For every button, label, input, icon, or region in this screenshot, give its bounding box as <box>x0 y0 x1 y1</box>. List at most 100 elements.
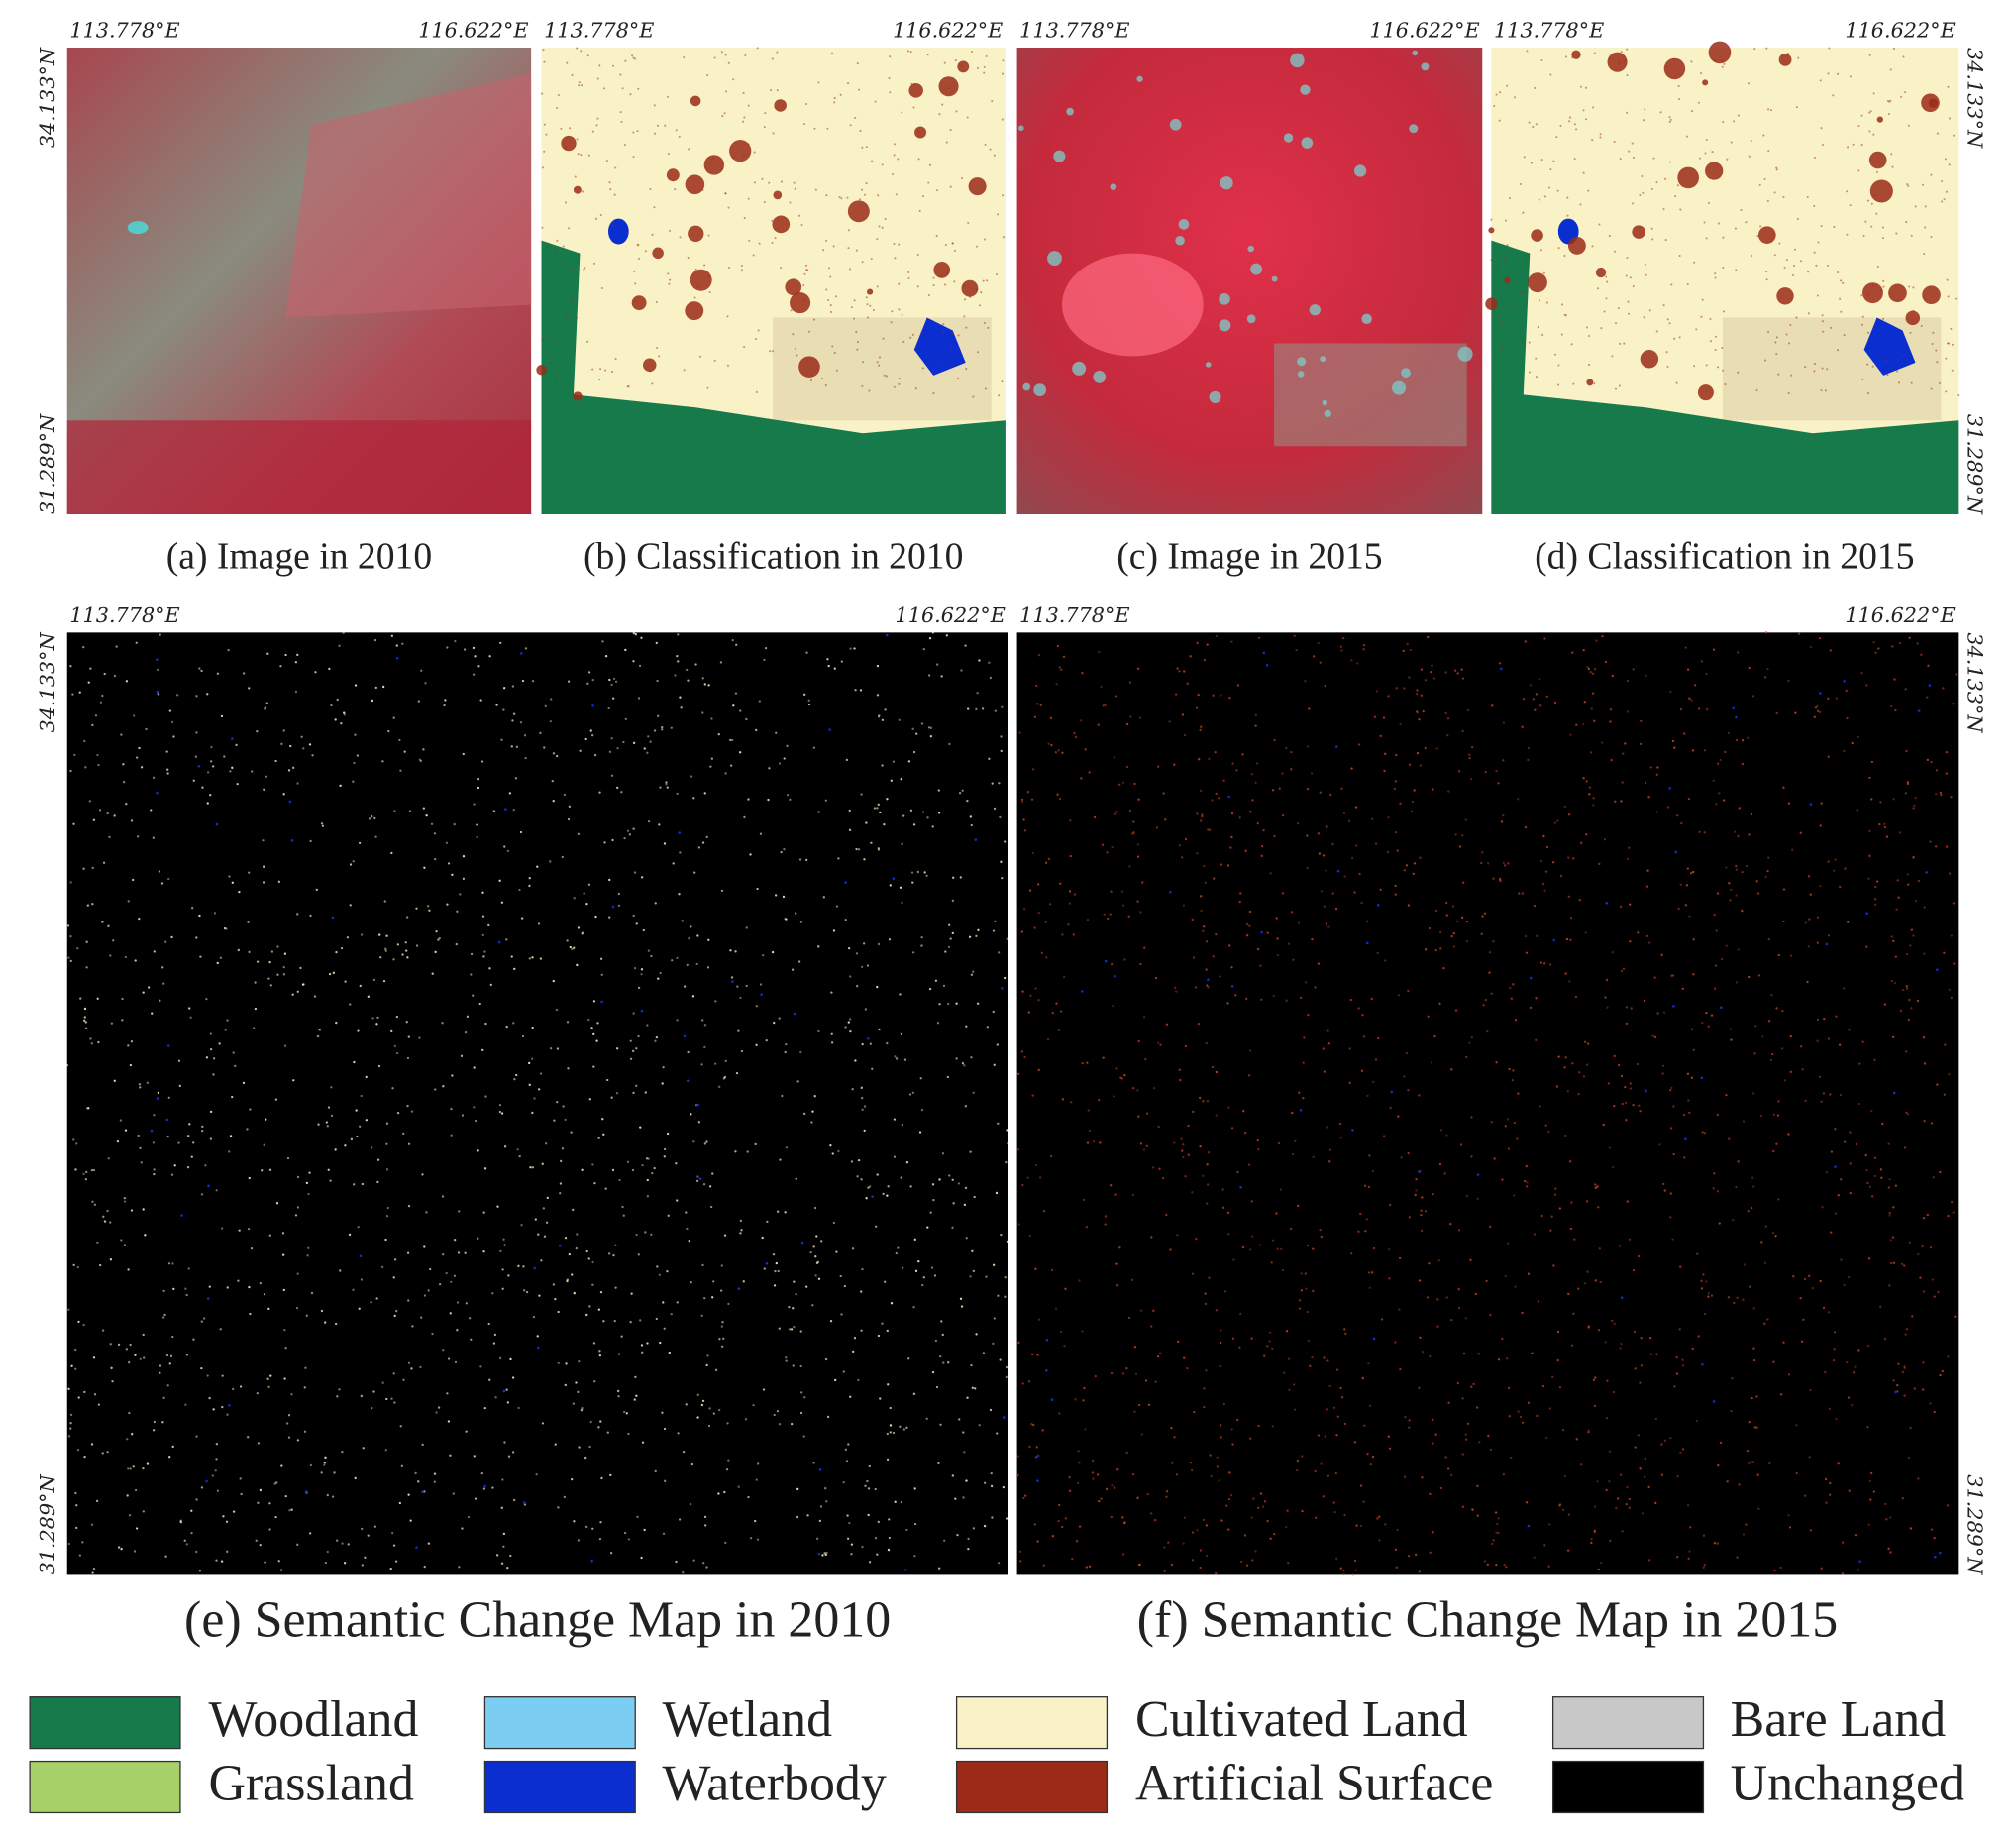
change-pixel <box>941 1333 944 1337</box>
change-pixel <box>1503 1563 1506 1567</box>
change-pixel <box>607 1252 611 1255</box>
change-pixel <box>1201 813 1204 816</box>
change-pixel <box>1517 798 1520 801</box>
change-pixel <box>371 1407 373 1410</box>
change-pixel <box>1735 894 1738 897</box>
change-pixel <box>153 1168 156 1171</box>
change-pixel <box>392 1372 395 1375</box>
settlement-speck <box>758 242 761 245</box>
change-pixel <box>395 1051 399 1055</box>
change-pixel <box>637 1253 640 1256</box>
change-pixel <box>1629 1082 1632 1085</box>
settlement-speck <box>1891 366 1894 369</box>
change-pixel <box>226 1550 229 1554</box>
change-pixel <box>1319 661 1322 664</box>
settlement-speck <box>1642 191 1645 194</box>
change-pixel <box>1571 651 1574 654</box>
change-pixel <box>391 1087 394 1090</box>
change-pixel <box>956 1533 959 1537</box>
settlement-speck <box>1765 271 1768 273</box>
change-pixel <box>407 1142 411 1145</box>
change-pixel <box>614 680 618 683</box>
change-pixel <box>1634 1367 1637 1370</box>
change-pixel <box>1445 1296 1448 1299</box>
settlement-speck <box>1572 382 1575 385</box>
change-pixel <box>516 1148 519 1151</box>
change-pixel <box>1914 796 1917 800</box>
settlement-speck <box>541 226 544 229</box>
settlement-speck <box>1821 320 1824 323</box>
change-pixel <box>354 1476 357 1480</box>
change-pixel <box>960 669 963 672</box>
lon-label: 113.778°E <box>69 19 179 43</box>
change-pixel <box>1787 679 1790 683</box>
change-pixel <box>608 678 611 682</box>
change-pixel <box>269 1374 272 1377</box>
change-pixel <box>1156 1041 1160 1044</box>
change-pixel <box>1952 902 1956 905</box>
change-pixel <box>1936 1083 1939 1086</box>
change-pixel <box>378 933 381 936</box>
change-pixel <box>1932 1176 1936 1179</box>
change-pixel <box>1845 689 1848 693</box>
settlement-speck <box>1628 150 1631 153</box>
change-pixel <box>1178 1068 1181 1071</box>
settlement-speck <box>1817 241 1820 244</box>
change-pixel <box>92 1568 96 1570</box>
change-pixel <box>860 1329 863 1332</box>
change-pixel <box>1350 767 1353 770</box>
change-pixel <box>623 836 626 840</box>
change-pixel <box>883 822 886 826</box>
change-pixel <box>1535 1038 1538 1041</box>
town <box>1178 219 1190 230</box>
settlement-speck <box>895 193 898 196</box>
settlement-speck <box>928 163 932 166</box>
change-pixel <box>1703 1564 1706 1567</box>
change-pixel <box>1175 1473 1179 1476</box>
change-pixel <box>1427 635 1430 639</box>
settlement-speck <box>1813 370 1816 373</box>
water-change <box>197 764 201 768</box>
change-pixel <box>480 760 484 763</box>
change-pixel <box>538 1088 541 1091</box>
change-pixel <box>171 1335 174 1339</box>
change-pixel <box>1849 1162 1852 1165</box>
change-pixel <box>1491 704 1494 707</box>
change-pixel <box>1569 917 1573 920</box>
change-pixel <box>677 660 680 663</box>
change-pixel <box>869 1042 873 1045</box>
change-pixel <box>1001 877 1004 880</box>
change-pixel <box>1055 683 1058 686</box>
settlement-speck <box>860 188 864 191</box>
change-pixel <box>1372 1246 1376 1250</box>
change-pixel <box>1283 1371 1286 1374</box>
change-pixel <box>1556 1330 1560 1334</box>
change-pixel <box>826 1415 830 1419</box>
settlement-speck <box>1617 61 1621 64</box>
change-pixel <box>1474 1292 1477 1296</box>
change-pixel <box>1503 864 1507 867</box>
change-pixel <box>1320 1462 1323 1465</box>
change-pixel <box>1524 825 1528 829</box>
change-pixel <box>1394 1341 1397 1344</box>
change-pixel <box>1756 1473 1759 1476</box>
change-pixel <box>640 1556 643 1560</box>
change-pixel <box>1700 1279 1703 1282</box>
settlement-speck <box>1626 256 1629 260</box>
change-pixel <box>1763 1322 1766 1325</box>
change-pixel <box>1447 1401 1450 1405</box>
change-pixel <box>1716 892 1720 895</box>
change-pixel <box>1206 643 1209 646</box>
change-pixel <box>1702 1566 1705 1569</box>
settlement-speck <box>909 336 912 339</box>
settlement-speck <box>724 54 727 56</box>
change-pixel <box>341 1451 344 1454</box>
change-pixel <box>1058 666 1061 669</box>
change-pixel <box>1383 769 1386 773</box>
change-pixel <box>1948 988 1951 991</box>
change-pixel <box>1432 1531 1434 1534</box>
change-pixel <box>292 1079 295 1082</box>
town <box>1361 313 1372 325</box>
settlement-speck <box>1775 353 1778 356</box>
change-pixel <box>1809 645 1813 649</box>
